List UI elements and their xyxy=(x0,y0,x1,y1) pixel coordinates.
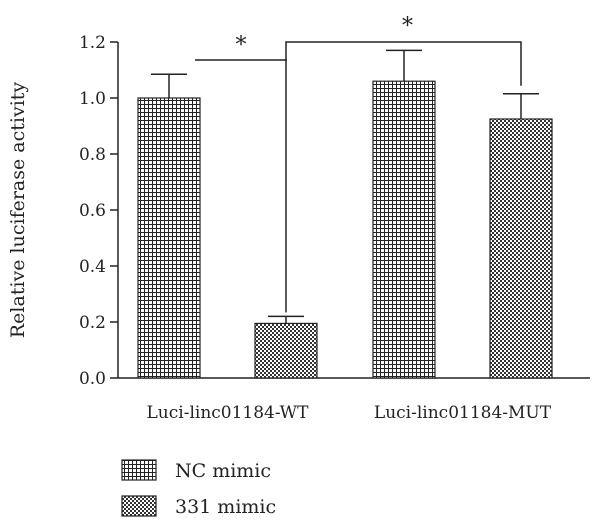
significance-star: * xyxy=(236,33,247,58)
y-tick-label: 0.6 xyxy=(79,201,106,221)
legend-swatch xyxy=(121,495,157,517)
y-tick-label: 0.4 xyxy=(79,257,106,277)
y-tick-label: 1.2 xyxy=(79,33,106,53)
y-tick-label: 1.0 xyxy=(79,89,106,109)
significance-bracket xyxy=(285,41,522,313)
axes: 0.0 0.2 0.4 0.6 0.8 1.0 1.2 Luci-linc01184-WT Lu… xyxy=(79,33,590,423)
y-tick-label: 0.8 xyxy=(79,145,106,165)
y-axis-label: Relative luciferase activity xyxy=(7,82,29,339)
bar xyxy=(254,322,318,379)
x-category-label: Luci-linc01184-MUT xyxy=(374,403,552,423)
bar xyxy=(489,118,553,379)
legend: NC mimic 331 mimic xyxy=(121,459,276,518)
y-tick-label: 0.0 xyxy=(79,369,106,389)
legend-label: 331 mimic xyxy=(175,496,276,518)
legend-swatch xyxy=(121,459,157,481)
y-tick-label: 0.2 xyxy=(79,313,106,333)
x-category-label: Luci-linc01184-WT xyxy=(147,403,310,423)
significance-star: * xyxy=(402,14,413,39)
significance-annotations: ** xyxy=(195,14,522,313)
bar xyxy=(372,80,436,379)
legend-label: NC mimic xyxy=(175,460,271,482)
bars-group xyxy=(137,49,553,379)
bar xyxy=(137,97,201,379)
